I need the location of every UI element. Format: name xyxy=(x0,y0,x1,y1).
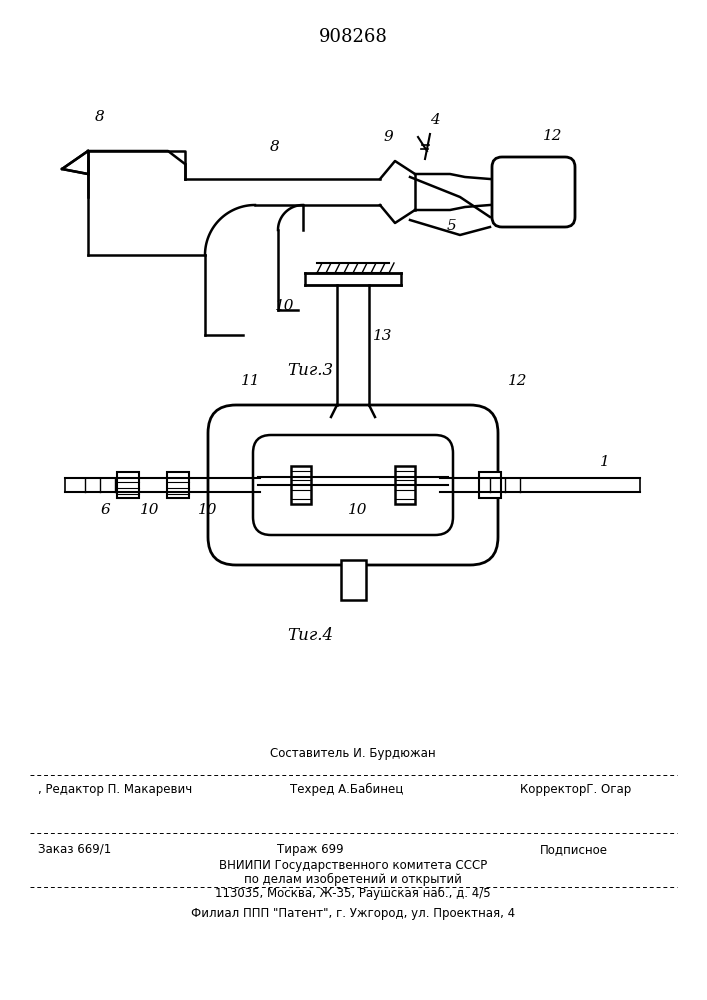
Text: КорректорГ. Огар: КорректорГ. Огар xyxy=(520,783,631,796)
Text: 13: 13 xyxy=(373,329,392,343)
Text: 5: 5 xyxy=(447,219,457,233)
Text: Заказ 669/1: Заказ 669/1 xyxy=(38,843,111,856)
Text: 10: 10 xyxy=(275,299,295,313)
Text: Τиг.3: Τиг.3 xyxy=(287,362,333,379)
Text: 8: 8 xyxy=(270,140,280,154)
Text: 9: 9 xyxy=(383,130,393,144)
FancyBboxPatch shape xyxy=(208,405,498,565)
Bar xyxy=(341,560,366,600)
Bar xyxy=(395,466,415,504)
Text: 10: 10 xyxy=(140,503,160,517)
Text: 11: 11 xyxy=(240,374,260,388)
Text: 113035, Москва, Ж-35, Раушская наб., д. 4/5: 113035, Москва, Ж-35, Раушская наб., д. … xyxy=(215,887,491,900)
Text: Подписное: Подписное xyxy=(540,843,608,856)
Text: 908268: 908268 xyxy=(319,28,387,46)
Text: Техред А.Бабинец: Техред А.Бабинец xyxy=(290,783,403,796)
Text: 6: 6 xyxy=(100,503,110,517)
Text: по делам изобретений и открытий: по делам изобретений и открытий xyxy=(244,873,462,886)
FancyBboxPatch shape xyxy=(492,157,575,227)
Text: ВНИИПИ Государственного комитета СССР: ВНИИПИ Государственного комитета СССР xyxy=(219,859,487,872)
Text: 4: 4 xyxy=(430,113,440,127)
Text: Τиг.4: Τиг.4 xyxy=(287,627,333,644)
Text: Составитель И. Бурдюжан: Составитель И. Бурдюжан xyxy=(270,747,436,760)
Bar xyxy=(291,466,311,504)
FancyBboxPatch shape xyxy=(253,435,453,535)
Text: 1: 1 xyxy=(600,455,609,469)
Text: Тираж 699: Тираж 699 xyxy=(276,843,344,856)
Text: 12: 12 xyxy=(508,374,527,388)
Text: , Редактор П. Макаревич: , Редактор П. Макаревич xyxy=(38,783,192,796)
Bar xyxy=(117,472,139,498)
Text: 8: 8 xyxy=(95,110,105,124)
Text: 12: 12 xyxy=(543,129,563,143)
Text: Филиал ППП "Патент", г. Ужгород, ул. Проектная, 4: Филиал ППП "Патент", г. Ужгород, ул. Про… xyxy=(191,907,515,920)
Text: 10: 10 xyxy=(198,503,218,517)
Text: 10: 10 xyxy=(349,503,368,517)
Bar xyxy=(167,472,189,498)
Bar xyxy=(479,472,501,498)
